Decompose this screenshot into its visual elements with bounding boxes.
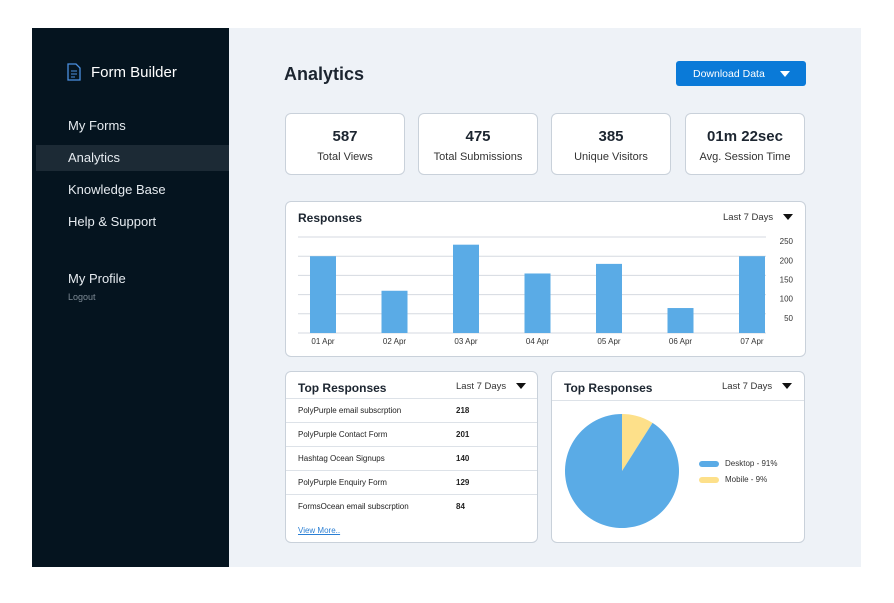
x-tick-label: 02 Apr xyxy=(383,337,406,346)
button-label: Download Data xyxy=(693,68,765,80)
stat-label: Total Views xyxy=(317,151,373,163)
divider xyxy=(552,400,804,401)
row-count: 129 xyxy=(456,478,470,487)
form-icon xyxy=(67,63,81,81)
pie-card: Top Responses Last 7 Days Desktop - 91% M… xyxy=(551,371,805,543)
stat-card: 385 Unique Visitors xyxy=(551,113,671,175)
x-tick-label: 03 Apr xyxy=(454,337,477,346)
row-count: 140 xyxy=(456,454,470,463)
table-row: Hashtag Ocean Signups 140 xyxy=(286,446,537,470)
card-title: Responses xyxy=(298,211,363,225)
stat-value: 587 xyxy=(332,128,358,145)
table-row: FormsOcean email subscrption 84 xyxy=(286,494,537,518)
stat-value: 385 xyxy=(598,128,624,145)
y-tick-label: 100 xyxy=(780,295,794,304)
stat-label: Avg. Session Time xyxy=(699,151,791,163)
caret xyxy=(783,214,793,220)
x-tick-label: 04 Apr xyxy=(526,337,549,346)
y-tick-label: 150 xyxy=(780,276,794,285)
page-title: Analytics xyxy=(284,64,365,84)
y-tick-label: 200 xyxy=(780,256,794,265)
x-tick-label: 07 Apr xyxy=(740,337,763,346)
nav-item[interactable]: My Forms xyxy=(68,118,126,133)
row-name: PolyPurple Enquiry Form xyxy=(298,478,387,487)
table-row: PolyPurple Contact Form 201 xyxy=(286,422,537,446)
row-name: FormsOcean email subscrption xyxy=(298,502,409,511)
nav-item[interactable]: Knowledge Base xyxy=(68,182,166,197)
caret xyxy=(516,383,526,389)
legend-label: Mobile - 9% xyxy=(725,475,767,484)
app-name: Form Builder xyxy=(91,64,177,81)
card-title: Top Responses xyxy=(298,381,387,395)
nav-item[interactable]: Help & Support xyxy=(68,214,157,229)
bar xyxy=(524,273,551,333)
table-card: Top Responses Last 7 Days PolyPurple ema… xyxy=(285,371,538,543)
bar xyxy=(667,308,694,333)
bar xyxy=(739,256,765,333)
stat-card: 475 Total Submissions xyxy=(418,113,538,175)
legend-swatch xyxy=(699,461,719,467)
filter[interactable]: Last 7 Days xyxy=(722,381,773,392)
stat-card: 01m 22sec Avg. Session Time xyxy=(685,113,805,175)
row-name: PolyPurple Contact Form xyxy=(298,430,388,439)
responses-card: Responses Last 7 Days 50 100 150 200 250 01 A… xyxy=(285,201,806,357)
x-tick-label: 05 Apr xyxy=(597,337,620,346)
x-tick-label: 06 Apr xyxy=(669,337,692,346)
view-more[interactable]: View More.. xyxy=(298,526,341,535)
stat-card: 587 Total Views xyxy=(285,113,405,175)
y-tick-label: 250 xyxy=(780,237,794,246)
row-count: 201 xyxy=(456,430,470,439)
card-title: Top Responses xyxy=(564,381,653,395)
filter[interactable]: Last 7 Days xyxy=(456,381,507,392)
caret xyxy=(782,383,792,389)
stat-value: 01m 22sec xyxy=(707,128,783,145)
row-count: 84 xyxy=(456,502,465,511)
bar xyxy=(310,256,336,333)
profile[interactable]: My Profile xyxy=(68,271,126,286)
table-row: PolyPurple email subscrption 218 xyxy=(286,398,537,422)
pie-slice xyxy=(565,414,679,528)
logout[interactable]: Logout xyxy=(68,292,96,302)
legend-swatch xyxy=(699,477,719,483)
pie-slice xyxy=(622,414,653,471)
stat-label: Unique Visitors xyxy=(574,151,648,163)
legend-label: Desktop - 91% xyxy=(725,459,777,468)
sidebar xyxy=(32,28,229,567)
x-tick-label: 01 Apr xyxy=(311,337,334,346)
y-tick-label: 50 xyxy=(784,314,793,323)
table-row: PolyPurple Enquiry Form 129 xyxy=(286,470,537,494)
nav-item[interactable]: Analytics xyxy=(36,145,229,171)
pie-chart: Desktop - 91% Mobile - 9% xyxy=(565,414,777,528)
stat-value: 475 xyxy=(465,128,491,145)
caret xyxy=(780,71,790,77)
row-count: 218 xyxy=(456,406,470,415)
bar-chart: 50 100 150 200 250 01 Apr 02 Apr 03 Apr 04 Apr 05… xyxy=(298,236,794,346)
row-name: PolyPurple email subscrption xyxy=(298,406,402,415)
row-name: Hashtag Ocean Signups xyxy=(298,454,385,463)
bar xyxy=(453,244,479,333)
stat-label: Total Submissions xyxy=(433,151,523,163)
bar xyxy=(381,290,408,333)
bar xyxy=(596,263,622,333)
filter[interactable]: Last 7 Days xyxy=(723,212,774,223)
download-button[interactable]: Download Data xyxy=(676,61,806,86)
